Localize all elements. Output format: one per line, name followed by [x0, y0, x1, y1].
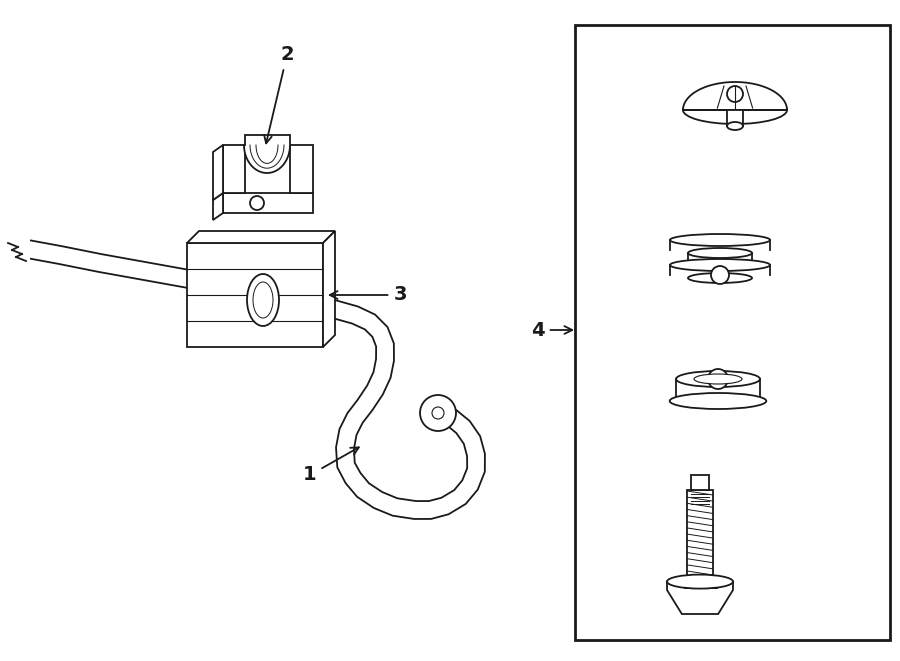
Ellipse shape	[253, 282, 273, 318]
Ellipse shape	[688, 248, 752, 258]
Text: 3: 3	[329, 286, 407, 305]
Text: 4: 4	[531, 321, 572, 340]
Circle shape	[250, 196, 264, 210]
Circle shape	[727, 86, 743, 102]
Ellipse shape	[247, 274, 279, 326]
Polygon shape	[223, 145, 245, 193]
Polygon shape	[323, 231, 335, 347]
Ellipse shape	[676, 371, 760, 387]
Ellipse shape	[670, 259, 770, 271]
Polygon shape	[223, 193, 313, 213]
Polygon shape	[727, 110, 743, 126]
Polygon shape	[213, 193, 223, 220]
Ellipse shape	[667, 574, 733, 588]
Ellipse shape	[694, 374, 742, 384]
Ellipse shape	[688, 273, 752, 283]
Circle shape	[420, 395, 456, 431]
Polygon shape	[691, 475, 709, 490]
Polygon shape	[683, 82, 787, 110]
Polygon shape	[575, 25, 890, 640]
Polygon shape	[290, 145, 313, 193]
Polygon shape	[187, 243, 323, 347]
Polygon shape	[187, 231, 335, 243]
Circle shape	[432, 407, 444, 419]
Polygon shape	[687, 490, 713, 585]
Polygon shape	[0, 235, 30, 260]
Ellipse shape	[670, 393, 766, 409]
Polygon shape	[667, 582, 733, 614]
Ellipse shape	[683, 96, 787, 124]
Circle shape	[711, 266, 729, 284]
Ellipse shape	[670, 234, 770, 246]
Polygon shape	[213, 145, 223, 200]
Circle shape	[708, 369, 728, 389]
Text: 2: 2	[264, 46, 293, 143]
Polygon shape	[21, 239, 485, 519]
Ellipse shape	[727, 122, 743, 130]
Text: 1: 1	[303, 447, 359, 485]
Polygon shape	[244, 135, 290, 173]
